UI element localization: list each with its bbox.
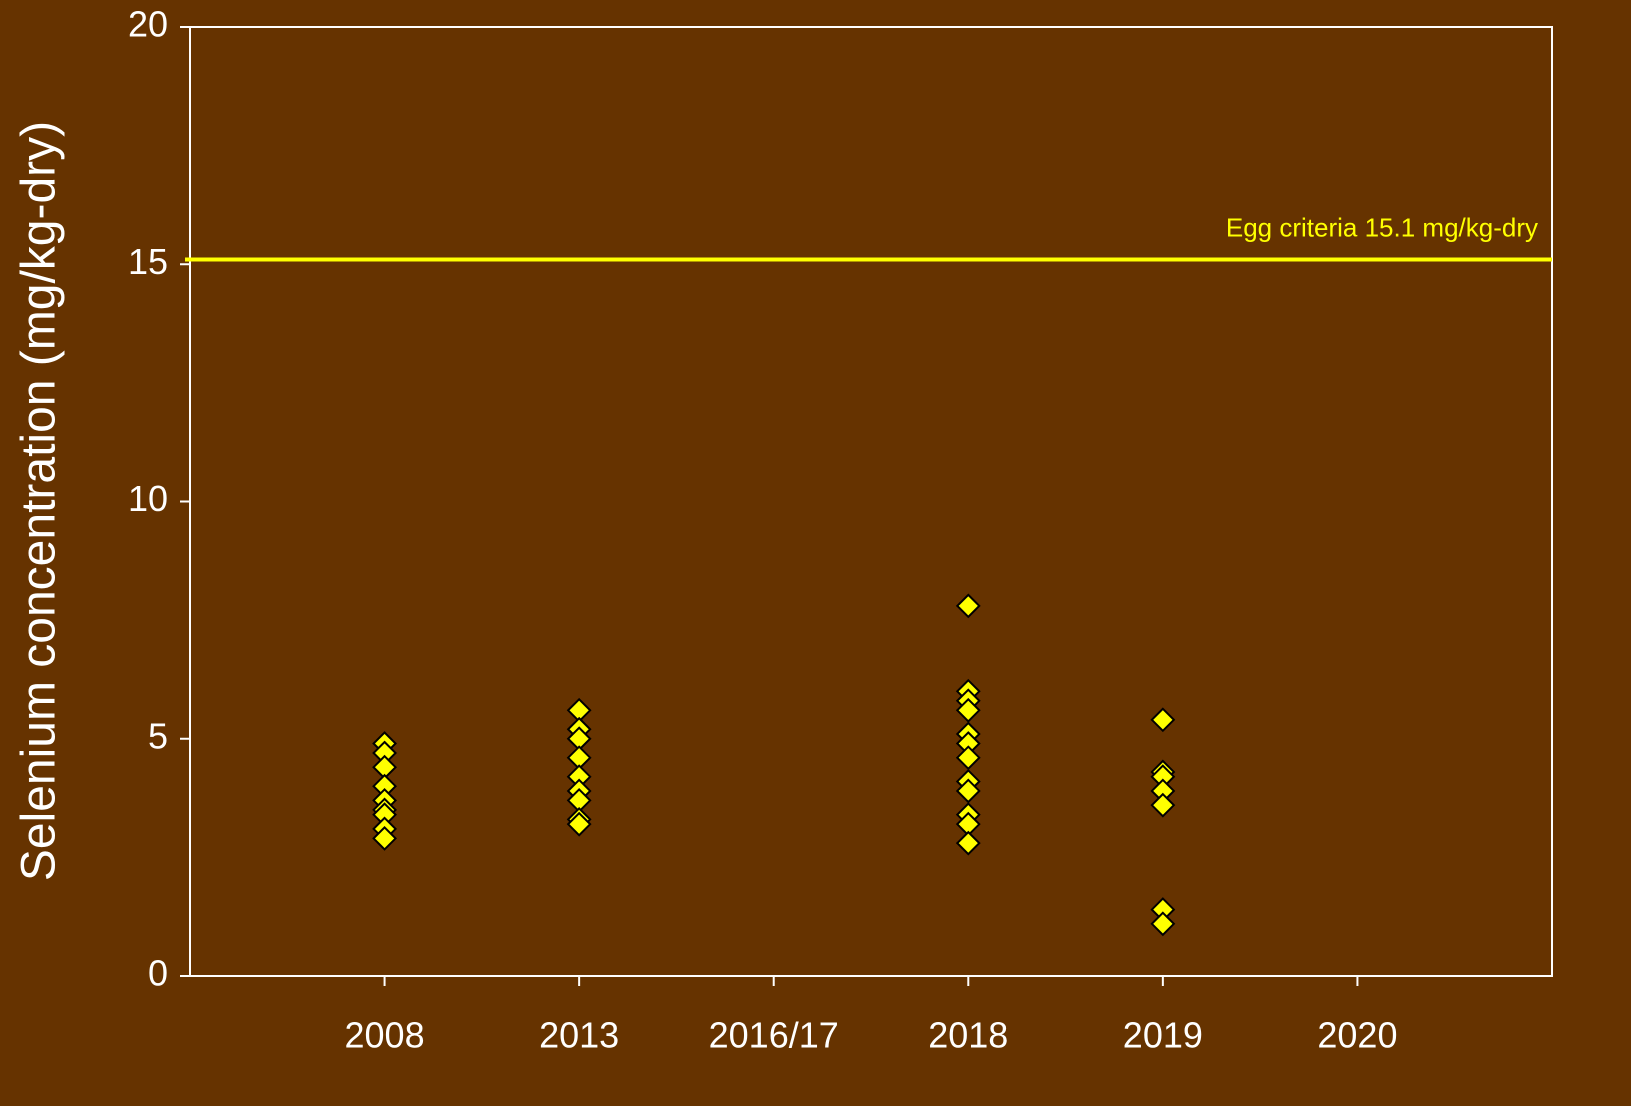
data-point bbox=[372, 825, 397, 851]
x-tick-label: 2019 bbox=[1123, 1015, 1203, 1056]
data-point bbox=[1150, 911, 1176, 937]
y-tick-label: 15 bbox=[128, 241, 168, 282]
x-tick-label: 2020 bbox=[1317, 1015, 1397, 1056]
y-tick-label: 0 bbox=[148, 953, 168, 994]
data-point bbox=[955, 593, 981, 619]
data-point bbox=[955, 778, 981, 804]
data-point bbox=[955, 697, 981, 723]
y-tick-label: 10 bbox=[128, 478, 168, 519]
x-tick-label: 2008 bbox=[345, 1015, 425, 1056]
data-point bbox=[566, 811, 592, 837]
data-point bbox=[1150, 792, 1176, 818]
y-tick-label: 5 bbox=[148, 715, 168, 756]
y-axis-label: Selenium concentration (mg/kg-dry) bbox=[13, 121, 66, 881]
data-point bbox=[955, 830, 981, 856]
x-tick-label: 2016/17 bbox=[709, 1015, 839, 1056]
reference-label: Egg criteria 15.1 mg/kg-dry bbox=[1226, 212, 1538, 242]
data-point bbox=[1150, 707, 1176, 733]
y-tick-label: 20 bbox=[128, 4, 168, 45]
plot-frame bbox=[189, 26, 1553, 977]
x-tick-label: 2013 bbox=[539, 1015, 619, 1056]
data-point bbox=[955, 745, 981, 771]
x-tick-label: 2018 bbox=[928, 1015, 1008, 1056]
